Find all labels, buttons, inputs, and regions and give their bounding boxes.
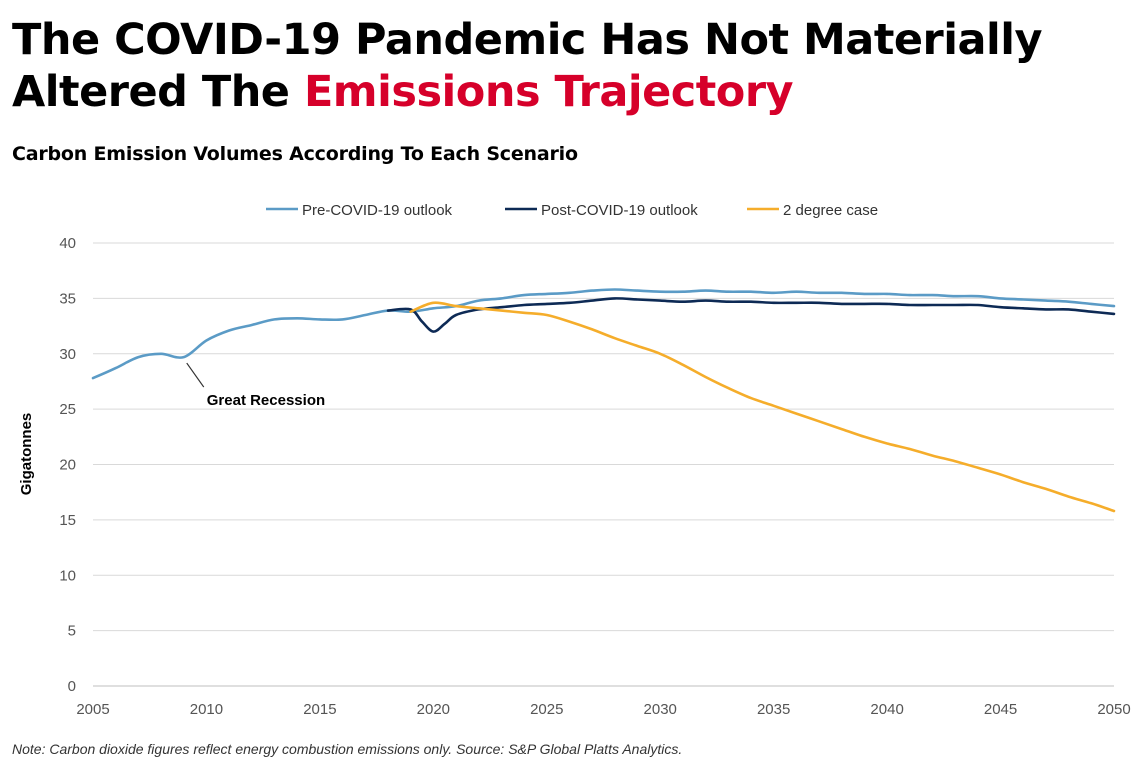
- y-tick-label: 5: [68, 623, 76, 640]
- y-tick-label: 20: [59, 457, 76, 474]
- y-axis-label: Gigatonnes: [18, 413, 35, 496]
- y-tick-label: 0: [68, 678, 76, 695]
- annotation-leader: [186, 362, 205, 388]
- y-tick-label: 40: [59, 235, 76, 252]
- x-tick-label: 2045: [984, 701, 1017, 718]
- x-tick-label: 2025: [530, 701, 563, 718]
- y-tick-label: 10: [59, 567, 76, 584]
- headline-line-2-accent: Emissions Trajectory: [303, 67, 794, 117]
- y-tick-label: 30: [59, 346, 76, 363]
- series-line-2-degree-case: [409, 301, 1116, 513]
- annotation-label: Great Recession: [207, 392, 325, 409]
- y-tick-label: 25: [59, 401, 76, 418]
- y-axis-ticks: 0 5 10 15 20 25 30 35 40: [59, 235, 76, 695]
- x-tick-label: 2005: [76, 701, 109, 718]
- x-tick-label: 2015: [303, 701, 336, 718]
- legend-label: 2 degree case: [783, 202, 878, 219]
- series-line-pre-covid-19-outlook: [91, 288, 1116, 380]
- x-tick-label: 2040: [870, 701, 903, 718]
- y-tick-label: 35: [59, 290, 76, 307]
- headline-line-1: The COVID-19 Pandemic Has Not Materially: [12, 15, 1043, 65]
- x-tick-label: 2010: [190, 701, 223, 718]
- annotations: Great Recession: [186, 362, 325, 409]
- footnote: Note: Carbon dioxide figures reflect ene…: [12, 741, 683, 757]
- series-line-post-covid-19-outlook: [386, 297, 1116, 333]
- x-tick-label: 2050: [1097, 701, 1130, 718]
- x-axis-ticks: 2005 2010 2015 2020 2025 2030 2035 2040 2045 2050: [76, 701, 1130, 718]
- legend-label: Post-COVID-19 outlook: [541, 202, 698, 219]
- x-tick-label: 2020: [417, 701, 450, 718]
- chart-title: Carbon Emission Volumes According To Eac…: [12, 143, 578, 165]
- legend: Pre-COVID-19 outlook Post-COVID-19 outloo…: [266, 202, 878, 219]
- series-lines: [91, 288, 1116, 513]
- legend-label: Pre-COVID-19 outlook: [302, 202, 453, 219]
- headline: The COVID-19 Pandemic Has Not Materially…: [12, 14, 1043, 118]
- gridlines: [93, 242, 1114, 687]
- x-tick-label: 2035: [757, 701, 790, 718]
- headline-line-2-prefix: Altered The: [12, 67, 304, 117]
- x-tick-label: 2030: [644, 701, 677, 718]
- y-tick-label: 15: [59, 512, 76, 529]
